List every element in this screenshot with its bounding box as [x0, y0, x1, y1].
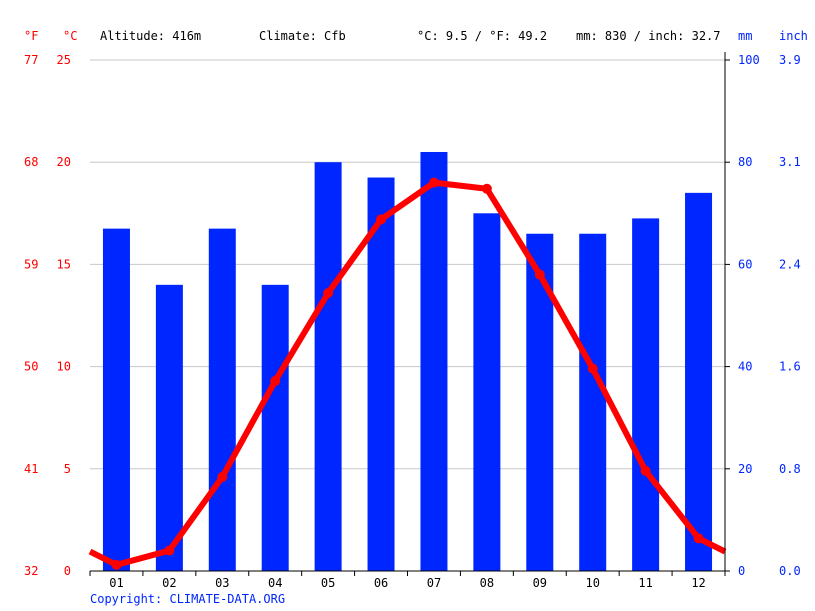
month-tick-label: 01 — [109, 576, 123, 590]
c-tick-label: 0 — [64, 564, 71, 578]
month-tick-label: 12 — [691, 576, 705, 590]
precip-bar — [632, 218, 660, 571]
f-tick-label: 32 — [24, 564, 38, 578]
mm-tick-label: 100 — [738, 53, 760, 67]
c-tick-label: 20 — [57, 155, 71, 169]
month-tick-label: 10 — [585, 576, 599, 590]
f-unit-label: °F — [24, 29, 38, 43]
temperature-point — [428, 177, 439, 188]
precip-bar — [208, 228, 236, 571]
temperature-point — [217, 471, 228, 482]
inch-tick-label: 1.6 — [779, 360, 801, 374]
inch-tick-label: 2.4 — [779, 257, 801, 271]
month-tick-label: 09 — [533, 576, 547, 590]
f-tick-label: 59 — [24, 257, 38, 271]
precip-bar — [102, 228, 130, 571]
mm-tick-label: 60 — [738, 257, 752, 271]
inch-tick-label: 3.9 — [779, 53, 801, 67]
temperature-point — [111, 559, 122, 570]
temperature-point — [587, 363, 598, 374]
temperature-point — [376, 214, 387, 225]
month-tick-label: 03 — [215, 576, 229, 590]
temperature-point — [640, 465, 651, 476]
mm-unit-label: mm — [738, 29, 752, 43]
c-unit-label: °C — [63, 29, 77, 43]
temperature-point — [481, 183, 492, 194]
altitude-label: Altitude: 416m — [100, 29, 201, 43]
c-tick-label: 5 — [64, 462, 71, 476]
temp-average-label: °C: 9.5 / °F: 49.2 — [417, 29, 547, 43]
f-tick-label: 68 — [24, 155, 38, 169]
precip-bar — [579, 233, 607, 572]
month-tick-label: 11 — [638, 576, 652, 590]
c-tick-label: 25 — [57, 53, 71, 67]
f-tick-label: 77 — [24, 53, 38, 67]
precip-bar — [420, 151, 448, 572]
temperature-point — [164, 545, 175, 556]
precip-bar — [473, 213, 501, 572]
precip-bar — [526, 233, 554, 572]
mm-tick-label: 80 — [738, 155, 752, 169]
c-tick-label: 15 — [57, 257, 71, 271]
f-tick-label: 50 — [24, 360, 38, 374]
month-tick-label: 06 — [374, 576, 388, 590]
inch-tick-label: 0.8 — [779, 462, 801, 476]
mm-tick-label: 20 — [738, 462, 752, 476]
precip-bar — [261, 284, 289, 571]
climate-label: Climate: Cfb — [259, 29, 346, 43]
month-tick-label: 04 — [268, 576, 282, 590]
mm-tick-label: 0 — [738, 564, 745, 578]
inch-tick-label: 0.0 — [779, 564, 801, 578]
month-tick-label: 07 — [427, 576, 441, 590]
temperature-point — [270, 375, 281, 386]
precip-bar — [314, 162, 342, 571]
precip-bar — [155, 284, 183, 571]
inch-unit-label: inch — [779, 29, 808, 43]
inch-tick-label: 3.1 — [779, 155, 801, 169]
temperature-point — [323, 288, 334, 299]
c-tick-label: 10 — [57, 360, 71, 374]
temperature-point — [693, 533, 704, 544]
precip-bar — [685, 192, 713, 572]
month-tick-label: 08 — [480, 576, 494, 590]
precip-total-label: mm: 830 / inch: 32.7 — [576, 29, 721, 43]
mm-tick-label: 40 — [738, 360, 752, 374]
precip-bar — [367, 177, 395, 571]
month-tick-label: 02 — [162, 576, 176, 590]
temperature-line — [88, 179, 727, 568]
copyright-label: Copyright: CLIMATE-DATA.ORG — [90, 592, 285, 606]
f-tick-label: 41 — [24, 462, 38, 476]
month-tick-label: 05 — [321, 576, 335, 590]
temperature-point — [534, 269, 545, 280]
